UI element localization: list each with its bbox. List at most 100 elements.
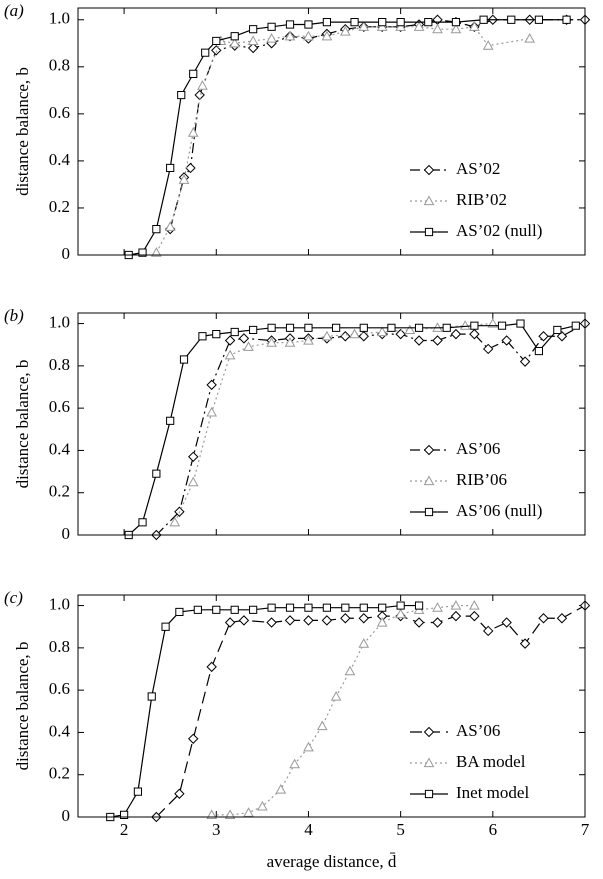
marker — [247, 42, 259, 54]
series-line — [174, 322, 493, 523]
marker — [534, 15, 544, 24]
marker — [304, 20, 313, 29]
marker — [340, 613, 351, 624]
marker — [322, 603, 331, 612]
y-tick-label: 0 — [62, 244, 71, 263]
marker — [201, 48, 210, 57]
marker — [519, 638, 531, 649]
marker — [212, 330, 221, 339]
marker — [224, 617, 236, 628]
marker — [151, 247, 162, 257]
marker — [289, 758, 300, 769]
x-tick-label: 3 — [212, 820, 221, 839]
series-line — [155, 323, 586, 536]
marker — [188, 733, 199, 744]
panel: (b) distance balance, b 0 0.2 0.4 0.6 0.8 1.0 AS… — [4, 306, 591, 543]
marker — [238, 615, 250, 626]
marker — [341, 603, 350, 612]
marker — [230, 327, 239, 337]
marker — [501, 335, 512, 346]
marker — [179, 355, 189, 364]
marker — [238, 333, 250, 344]
panel: (a) distance balance, b 0 0.2 0.4 0.6 0.8 1.0 AS… — [4, 1, 591, 263]
marker — [175, 607, 184, 617]
legend-marker — [423, 164, 435, 176]
marker — [538, 613, 549, 624]
marker — [285, 603, 295, 612]
marker — [304, 323, 313, 332]
marker — [451, 18, 461, 27]
marker — [534, 346, 544, 356]
x-tick-label: 4 — [304, 820, 313, 839]
marker — [404, 324, 416, 335]
marker — [359, 323, 368, 332]
marker — [212, 605, 221, 614]
marker — [193, 605, 202, 614]
marker — [285, 20, 295, 29]
marker — [459, 320, 471, 330]
marker — [432, 14, 443, 25]
marker — [198, 332, 207, 341]
legend-label: AS’02 (null) — [456, 221, 542, 240]
y-tick-label: 0.8 — [49, 637, 70, 656]
y-tick-label: 0.2 — [49, 482, 70, 501]
legend-marker — [424, 227, 434, 237]
marker — [332, 323, 341, 332]
marker — [249, 25, 258, 34]
marker — [284, 615, 296, 626]
y-tick-label: 0.8 — [49, 355, 70, 374]
legend-label: RIB’06 — [456, 470, 507, 489]
marker — [376, 326, 388, 337]
marker — [413, 335, 425, 346]
marker — [249, 605, 258, 614]
marker — [161, 622, 170, 631]
marker — [197, 80, 208, 90]
marker — [321, 30, 333, 41]
marker — [206, 661, 217, 673]
marker — [413, 617, 425, 628]
marker — [432, 23, 443, 34]
marker — [516, 319, 525, 328]
marker — [469, 328, 480, 340]
marker — [211, 45, 222, 56]
marker — [243, 341, 254, 351]
marker — [562, 15, 571, 24]
legend-marker — [424, 789, 434, 799]
marker — [497, 321, 507, 330]
marker — [450, 610, 462, 622]
legend-label: AS’02 — [456, 159, 500, 178]
marker — [395, 608, 406, 619]
marker — [303, 741, 314, 752]
marker — [479, 15, 488, 24]
marker — [206, 379, 217, 391]
marker — [450, 600, 462, 610]
y-tick-label: 0.6 — [49, 397, 70, 416]
plot-frame — [77, 594, 586, 818]
marker — [266, 617, 277, 628]
panel: (c) distance balance, b 0 0.2 0.4 0.6 0.8 1.0 2 3… — [4, 588, 591, 871]
x-axis-label: average distance, d̄ — [267, 852, 397, 871]
marker — [350, 18, 359, 27]
marker — [330, 690, 342, 701]
marker — [344, 665, 356, 676]
marker — [257, 800, 268, 811]
y-tick-label: 0 — [62, 524, 71, 543]
marker — [414, 601, 424, 610]
panel-label: (a) — [4, 1, 24, 20]
marker — [396, 18, 405, 27]
series-line — [155, 605, 586, 818]
legend-label: Inet model — [456, 783, 529, 802]
marker — [303, 334, 314, 345]
marker — [189, 69, 198, 78]
marker — [147, 692, 156, 701]
marker — [152, 469, 161, 478]
marker — [303, 30, 314, 41]
marker — [556, 613, 568, 624]
marker — [188, 451, 199, 462]
marker — [424, 18, 433, 27]
marker — [266, 337, 277, 347]
marker — [349, 328, 360, 339]
marker — [413, 21, 425, 31]
marker — [187, 127, 199, 137]
